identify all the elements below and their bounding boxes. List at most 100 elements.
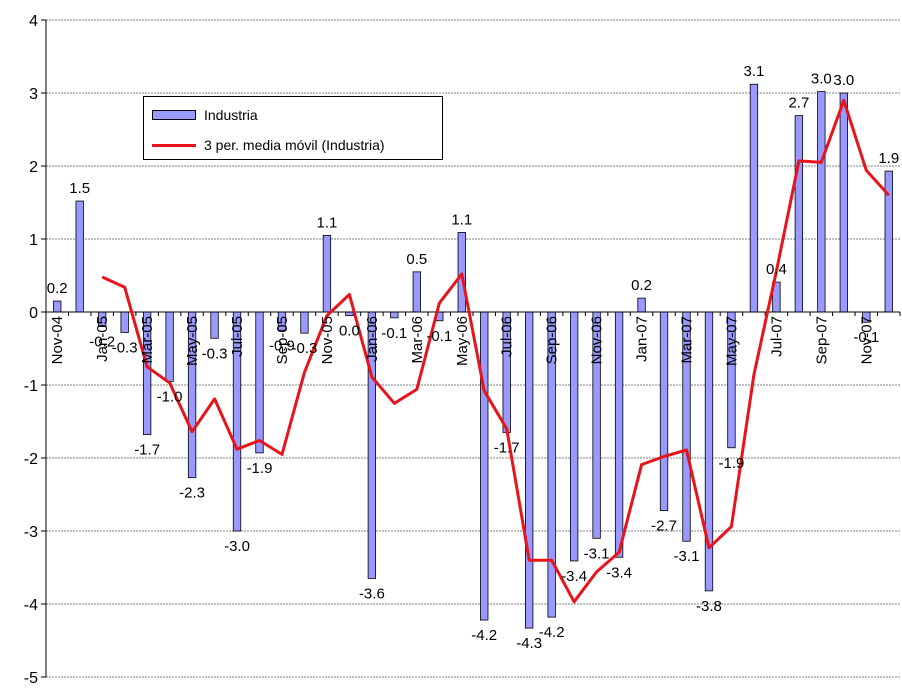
data-label: -0.9 bbox=[269, 337, 295, 354]
data-label: -1.7 bbox=[134, 442, 160, 459]
data-label: -0.2 bbox=[89, 334, 115, 351]
data-label: 0.5 bbox=[406, 251, 427, 268]
y-tick-label: 3 bbox=[29, 86, 38, 103]
x-tick-label: Sep-06 bbox=[544, 316, 561, 364]
x-tick-label: Sep-05 bbox=[274, 316, 291, 364]
y-tick-label: -5 bbox=[24, 670, 38, 685]
y-tick-label: -4 bbox=[24, 597, 38, 614]
data-label: -2.7 bbox=[651, 518, 677, 535]
data-label: -0.3 bbox=[292, 340, 318, 357]
data-label: 3.0 bbox=[811, 71, 832, 88]
data-label: 1.1 bbox=[451, 211, 472, 228]
y-tick-label: -3 bbox=[24, 524, 38, 541]
data-label: -3.6 bbox=[359, 585, 385, 602]
x-tick-label: Nov-07 bbox=[858, 316, 875, 364]
bar bbox=[53, 300, 62, 313]
data-label: -1.9 bbox=[247, 460, 273, 477]
data-label: -2.3 bbox=[179, 485, 205, 502]
bar bbox=[457, 232, 466, 313]
bar bbox=[749, 83, 759, 313]
bar bbox=[255, 311, 264, 454]
bar bbox=[210, 311, 219, 339]
bar bbox=[165, 311, 174, 382]
legend-item-bar: Industria bbox=[144, 101, 258, 129]
bar bbox=[839, 92, 848, 313]
data-label: -1.0 bbox=[157, 388, 183, 405]
data-label: 0.4 bbox=[766, 261, 787, 278]
bar bbox=[322, 234, 332, 313]
bar bbox=[569, 311, 579, 562]
bar bbox=[817, 91, 826, 313]
data-label: 0.2 bbox=[631, 277, 652, 294]
bar bbox=[345, 311, 354, 317]
data-label: -3.1 bbox=[674, 548, 700, 565]
data-label: 1.9 bbox=[878, 150, 899, 167]
x-tick-label: Jul-07 bbox=[768, 316, 785, 357]
y-tick-label: 0 bbox=[29, 305, 38, 322]
data-label: -1.9 bbox=[719, 455, 745, 472]
bar bbox=[614, 311, 624, 558]
data-label: -3.8 bbox=[696, 598, 722, 615]
axes bbox=[41, 19, 901, 678]
bar bbox=[300, 311, 309, 334]
x-tick-label: Mar-05 bbox=[139, 316, 156, 364]
x-tick-label: May-06 bbox=[454, 316, 471, 366]
x-tick-label: Jan-06 bbox=[364, 316, 381, 362]
data-label: -1.7 bbox=[494, 439, 520, 456]
legend-bar-label: Industria bbox=[204, 107, 258, 123]
y-tick-label: -2 bbox=[24, 451, 38, 468]
y-tick-label: 4 bbox=[29, 13, 38, 30]
data-label: 3.1 bbox=[743, 63, 764, 80]
y-tick-labels: 4 3 2 1 0 -1 -2 -3 -4 -5 bbox=[24, 13, 38, 687]
bar-series-industria bbox=[53, 83, 893, 629]
data-label: -0.3 bbox=[202, 345, 228, 362]
data-label: -4.2 bbox=[539, 624, 565, 641]
y-tick-label: 1 bbox=[29, 232, 38, 249]
data-label: -0.3 bbox=[112, 339, 138, 356]
bar bbox=[75, 200, 84, 313]
x-tick-label: Sep-07 bbox=[813, 316, 830, 364]
data-label: 3.0 bbox=[833, 72, 854, 89]
data-label: -0.1 bbox=[426, 328, 452, 345]
data-label: -3.4 bbox=[561, 568, 587, 585]
data-label: 2.7 bbox=[788, 95, 809, 112]
data-label: -4.3 bbox=[516, 635, 542, 652]
y-tick-label: 2 bbox=[29, 159, 38, 176]
data-labels: 0.21.5-0.2-0.3-1.7-1.0-2.3-0.3-3.0-1.9-0… bbox=[47, 63, 899, 652]
legend: Industria 3 per. media móvil (Industria) bbox=[143, 96, 443, 160]
data-label: -4.2 bbox=[471, 627, 497, 644]
data-label: 1.1 bbox=[316, 214, 337, 231]
data-label: 1.5 bbox=[69, 180, 90, 197]
x-tick-label: Jul-06 bbox=[499, 316, 516, 357]
bar bbox=[480, 311, 489, 621]
y-tick-label: -1 bbox=[24, 378, 38, 395]
data-label: -0.1 bbox=[853, 329, 879, 346]
legend-item-line: 3 per. media móvil (Industria) bbox=[144, 131, 385, 159]
bar bbox=[794, 115, 804, 313]
x-tick-label: Jan-07 bbox=[634, 316, 651, 362]
x-tick-label: Jul-05 bbox=[229, 316, 246, 357]
line-series-moving-average bbox=[101, 98, 890, 604]
bar bbox=[659, 311, 669, 511]
bar bbox=[412, 271, 421, 313]
data-label: 0.0 bbox=[339, 323, 360, 340]
legend-bar-swatch bbox=[152, 110, 196, 120]
x-tick-label: Nov-05 bbox=[319, 316, 336, 364]
data-label: -3.0 bbox=[224, 538, 250, 555]
bar bbox=[390, 311, 399, 319]
data-label: -0.1 bbox=[381, 325, 407, 342]
x-tick-label: May-07 bbox=[723, 316, 740, 366]
data-label: 0.2 bbox=[47, 280, 68, 297]
bar bbox=[525, 311, 534, 629]
x-tick-labels: Nov-04 Jan-05 Mar-05 May-05 Jul-05 Sep-05 Nov-… bbox=[49, 316, 875, 366]
bar bbox=[637, 297, 646, 313]
legend-line-label: 3 per. media móvil (Industria) bbox=[204, 137, 385, 153]
data-label: -3.4 bbox=[606, 564, 632, 581]
x-tick-label: Mar-07 bbox=[679, 316, 696, 364]
x-tick-label: Nov-04 bbox=[49, 316, 66, 364]
moving-average-line bbox=[101, 98, 890, 604]
x-tick-label: Nov-06 bbox=[589, 316, 606, 364]
x-tick-label: Mar-06 bbox=[409, 316, 426, 364]
